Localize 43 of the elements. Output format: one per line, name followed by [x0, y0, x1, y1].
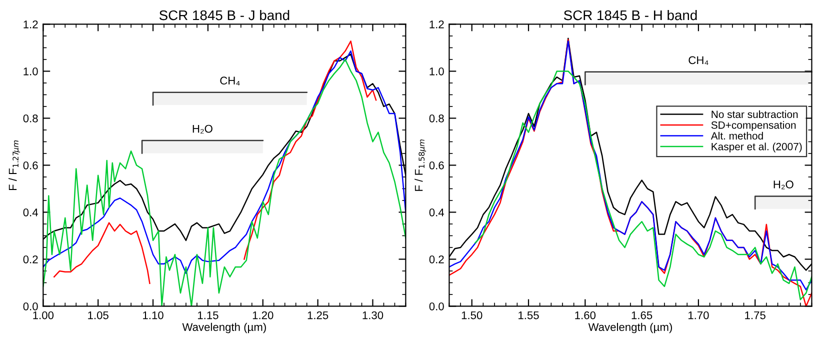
- x-tick-label: 1.55: [518, 311, 539, 320]
- y-tick-label: 0.6: [429, 161, 444, 170]
- band-label: H₂O: [192, 124, 212, 134]
- x-axis-title: Wavelength (µm): [588, 322, 672, 334]
- y-axis-title: F / F$_{1.27µm}$: [8, 140, 20, 190]
- chart-title: SCR 1845 B - J band: [159, 10, 290, 20]
- y-tick-label: 0.2: [429, 255, 444, 264]
- y-tick-label: 0.8: [429, 114, 444, 122]
- y-tick-label: 1.2: [24, 20, 38, 28]
- y-axis-title: F / F$_{1.58µm}$: [414, 140, 426, 191]
- y-tick-label: 1.0: [24, 67, 38, 76]
- legend-label: Kasper et al. (2007): [712, 142, 802, 152]
- x-tick-label: 1.05: [88, 311, 108, 320]
- band-label: H₂O: [774, 180, 794, 190]
- x-tick-label: 1.50: [462, 311, 482, 320]
- x-tick-label: 1.10: [143, 311, 164, 320]
- y-tick-label: 0.0: [23, 302, 38, 310]
- legend-label: Alt. method: [710, 132, 763, 140]
- x-axis-title: Wavelength (µm): [182, 322, 266, 334]
- x-tick-label: 1.00: [33, 311, 54, 320]
- x-tick-label: 1.65: [632, 311, 652, 320]
- chart-title: SCR 1845 B - H band: [564, 10, 697, 20]
- y-tick-label: 0.2: [23, 255, 38, 264]
- line-series: [474, 70, 812, 300]
- legend-label: SD+compensation: [711, 121, 796, 131]
- y-tick-label: 1.2: [430, 20, 444, 28]
- y-tick-label: 0.8: [23, 114, 38, 122]
- x-tick-label: 1.15: [198, 311, 218, 320]
- y-tick-label: 0.4: [429, 208, 444, 216]
- x-tick-label: 1.30: [362, 311, 384, 320]
- band-label: CH₄: [220, 76, 240, 86]
- x-tick-label: 1.60: [575, 311, 596, 320]
- band-label: CH₄: [688, 56, 708, 65]
- line-series: [43, 50, 406, 274]
- x-tick-label: 1.20: [252, 311, 274, 320]
- x-tick-label: 1.75: [745, 311, 766, 320]
- y-tick-label: 0.6: [23, 161, 38, 170]
- y-tick-label: 1.0: [430, 67, 444, 76]
- x-tick-label: 1.70: [688, 311, 709, 320]
- x-tick-label: 1.25: [308, 311, 328, 320]
- y-tick-label: 0.4: [23, 208, 38, 216]
- y-tick-label: 0.0: [429, 302, 444, 310]
- legend-label: No star subtraction: [712, 110, 798, 118]
